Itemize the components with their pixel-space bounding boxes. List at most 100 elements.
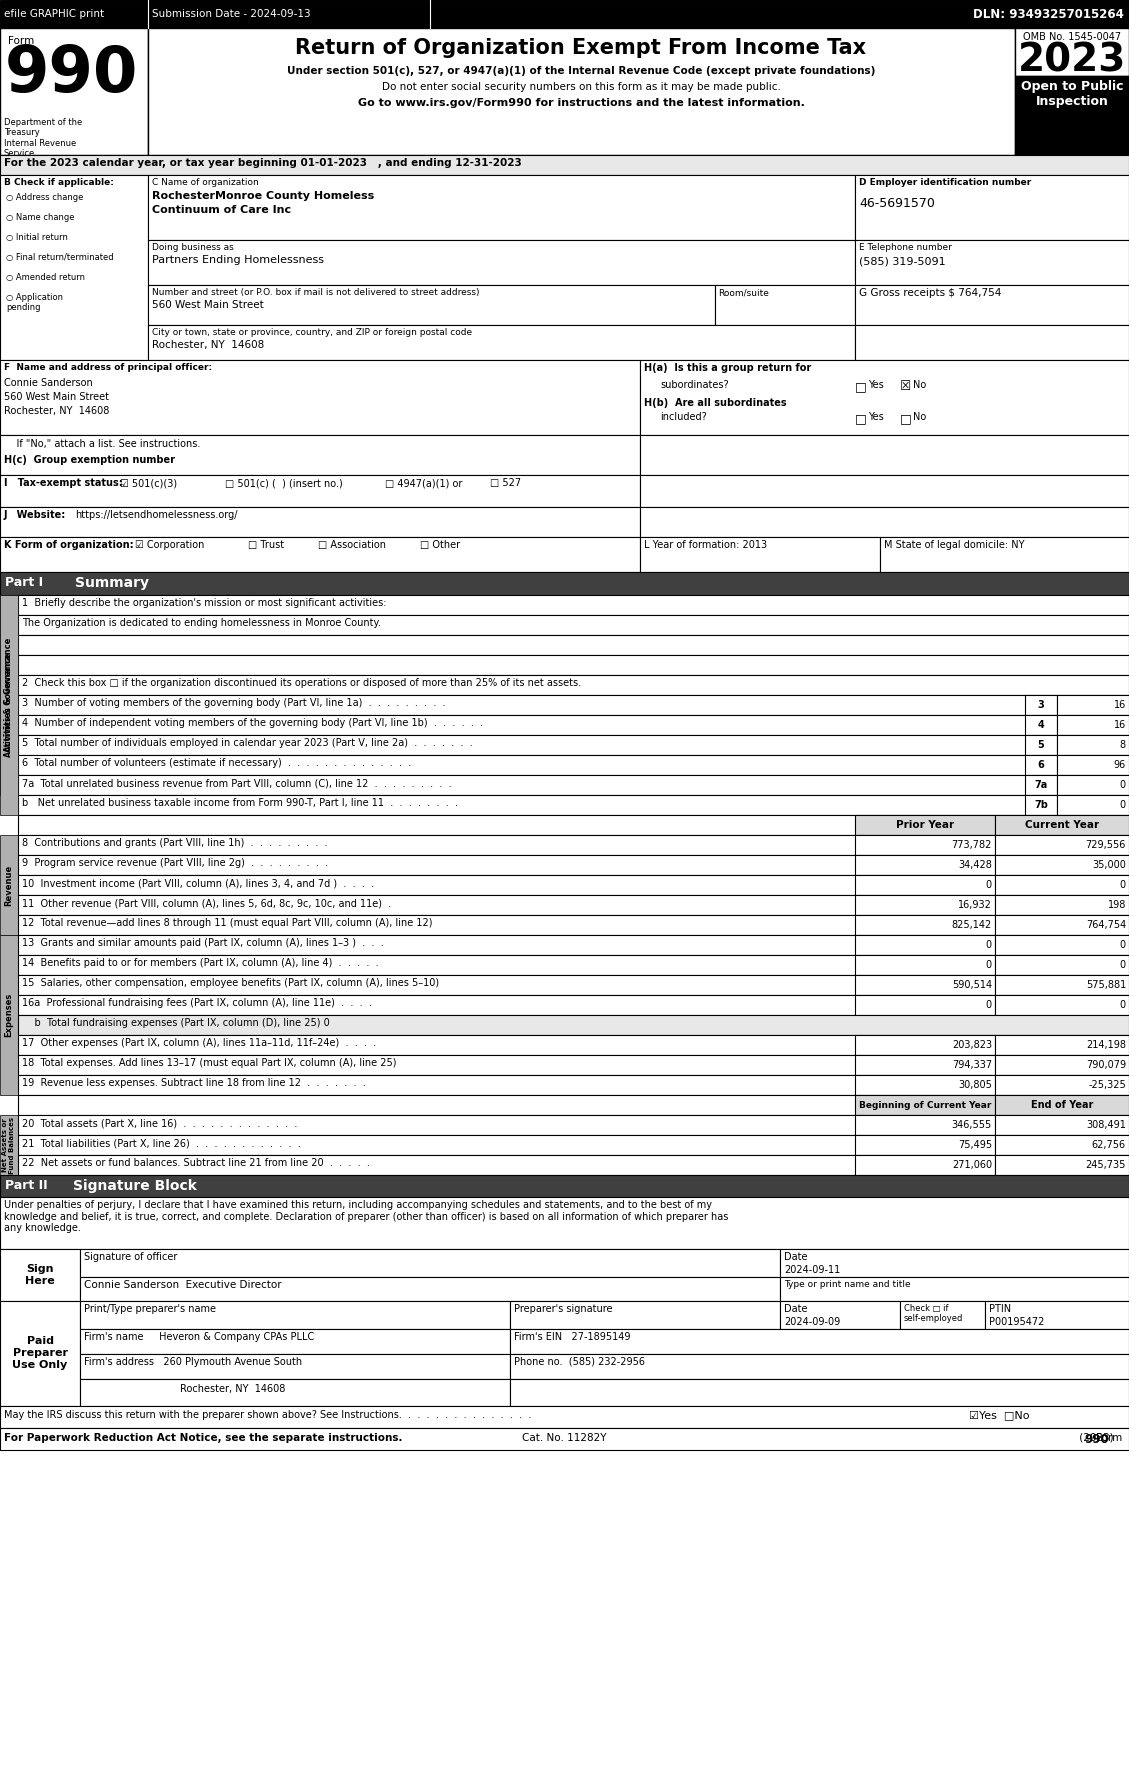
Text: 560 West Main Street: 560 West Main Street bbox=[152, 300, 264, 311]
Text: Current Year: Current Year bbox=[1025, 819, 1099, 830]
Text: Beginning of Current Year: Beginning of Current Year bbox=[859, 1100, 991, 1109]
Text: 96: 96 bbox=[1113, 759, 1126, 770]
Bar bbox=[0, 434, 640, 475]
Text: OMB No. 1545-0047: OMB No. 1545-0047 bbox=[1023, 32, 1121, 42]
Bar bbox=[855, 994, 995, 1015]
Text: Do not enter social security numbers on this form as it may be made public.: Do not enter social security numbers on … bbox=[382, 81, 780, 92]
Bar bbox=[995, 895, 1129, 915]
Text: Form: Form bbox=[1095, 1432, 1124, 1443]
Text: Submission Date - 2024-09-13: Submission Date - 2024-09-13 bbox=[152, 9, 310, 19]
Bar bbox=[855, 874, 995, 895]
Bar bbox=[148, 175, 855, 240]
Bar bbox=[18, 1054, 1129, 1075]
Bar bbox=[855, 1075, 995, 1095]
Text: Partners Ending Homelessness: Partners Ending Homelessness bbox=[152, 254, 324, 265]
Bar bbox=[855, 1114, 995, 1136]
Bar bbox=[18, 675, 1129, 696]
Text: Form: Form bbox=[8, 35, 34, 46]
Bar bbox=[855, 1136, 995, 1155]
Bar bbox=[18, 1075, 1129, 1095]
Text: 7a  Total unrelated business revenue from Part VIII, column (C), line 12  .  .  : 7a Total unrelated business revenue from… bbox=[21, 779, 452, 788]
Bar bbox=[855, 284, 1129, 325]
Text: End of Year: End of Year bbox=[1031, 1100, 1093, 1111]
Bar bbox=[780, 1302, 900, 1330]
Text: 13  Grants and similar amounts paid (Part IX, column (A), lines 1–3 )  .  .  .: 13 Grants and similar amounts paid (Part… bbox=[21, 938, 384, 948]
Bar bbox=[80, 1355, 510, 1379]
Text: ○ Name change: ○ Name change bbox=[6, 214, 75, 223]
Bar bbox=[640, 537, 879, 572]
Text: ☑Yes  □No: ☑Yes □No bbox=[969, 1409, 1030, 1420]
Text: 62,756: 62,756 bbox=[1092, 1141, 1126, 1150]
Text: Signature of officer: Signature of officer bbox=[84, 1252, 177, 1263]
Text: H(c)  Group exemption number: H(c) Group exemption number bbox=[5, 456, 175, 464]
Bar bbox=[855, 175, 1129, 240]
Bar bbox=[18, 915, 1129, 934]
Bar bbox=[1025, 795, 1057, 814]
Text: Net Assets or
Fund Balances: Net Assets or Fund Balances bbox=[2, 1116, 16, 1174]
Bar bbox=[1057, 756, 1129, 775]
Bar bbox=[0, 155, 1129, 175]
Bar bbox=[18, 874, 1129, 895]
Bar bbox=[855, 915, 995, 934]
Text: (2023): (2023) bbox=[1076, 1432, 1114, 1443]
Text: 16: 16 bbox=[1113, 721, 1126, 729]
Bar bbox=[995, 975, 1129, 994]
Bar bbox=[995, 855, 1129, 874]
Text: 271,060: 271,060 bbox=[952, 1160, 992, 1171]
Bar bbox=[0, 595, 18, 814]
Bar bbox=[18, 1095, 1129, 1114]
Bar bbox=[0, 507, 640, 537]
Text: PTIN: PTIN bbox=[989, 1303, 1012, 1314]
Bar bbox=[995, 1095, 1129, 1114]
Bar bbox=[0, 28, 148, 155]
Text: Firm's name     Heveron & Company CPAs PLLC: Firm's name Heveron & Company CPAs PLLC bbox=[84, 1332, 314, 1342]
Bar bbox=[1057, 775, 1129, 795]
Bar bbox=[855, 325, 1129, 360]
Bar bbox=[510, 1355, 1129, 1379]
Bar bbox=[855, 814, 995, 835]
Bar bbox=[855, 1155, 995, 1174]
Text: 30,805: 30,805 bbox=[959, 1081, 992, 1090]
Text: Activities & Governance: Activities & Governance bbox=[5, 653, 14, 758]
Bar bbox=[148, 284, 715, 325]
Text: Yes: Yes bbox=[868, 380, 884, 390]
Text: 2024-09-09: 2024-09-09 bbox=[784, 1317, 840, 1326]
Text: 590,514: 590,514 bbox=[952, 980, 992, 991]
Bar bbox=[1025, 775, 1057, 795]
Bar bbox=[148, 325, 855, 360]
Text: 2  Check this box □ if the organization discontinued its operations or disposed : 2 Check this box □ if the organization d… bbox=[21, 678, 581, 689]
Text: ○ Application
pending: ○ Application pending bbox=[6, 293, 63, 313]
Bar bbox=[855, 1095, 995, 1114]
Bar bbox=[995, 915, 1129, 934]
Bar bbox=[18, 1136, 1129, 1155]
Text: 214,198: 214,198 bbox=[1086, 1040, 1126, 1051]
Text: Date: Date bbox=[784, 1252, 807, 1263]
Text: Phone no.  (585) 232-2956: Phone no. (585) 232-2956 bbox=[514, 1356, 645, 1367]
Text: Open to Public
Inspection: Open to Public Inspection bbox=[1021, 79, 1123, 108]
Text: Doing business as: Doing business as bbox=[152, 244, 234, 253]
Text: 7a: 7a bbox=[1034, 781, 1048, 789]
Text: Part I: Part I bbox=[5, 576, 43, 590]
Bar bbox=[0, 835, 18, 934]
Text: □ Other: □ Other bbox=[420, 540, 461, 549]
Text: Rochester, NY  14608: Rochester, NY 14608 bbox=[152, 341, 264, 350]
Bar bbox=[0, 1249, 80, 1302]
Text: Continuum of Care Inc: Continuum of Care Inc bbox=[152, 205, 291, 215]
Text: Connie Sanderson: Connie Sanderson bbox=[5, 378, 93, 389]
Text: 560 West Main Street: 560 West Main Street bbox=[5, 392, 110, 403]
Bar bbox=[18, 934, 1129, 955]
Text: Preparer's signature: Preparer's signature bbox=[514, 1303, 613, 1314]
Bar bbox=[18, 855, 1129, 874]
Text: Paid
Preparer
Use Only: Paid Preparer Use Only bbox=[12, 1337, 68, 1370]
Text: 825,142: 825,142 bbox=[952, 920, 992, 931]
Bar bbox=[18, 775, 1129, 795]
Text: 14  Benefits paid to or for members (Part IX, column (A), line 4)  .  .  .  .  .: 14 Benefits paid to or for members (Part… bbox=[21, 957, 378, 968]
Bar bbox=[1025, 696, 1057, 715]
Bar bbox=[0, 475, 640, 507]
Bar bbox=[0, 572, 1129, 595]
Text: 19  Revenue less expenses. Subtract line 18 from line 12  .  .  .  .  .  .  .: 19 Revenue less expenses. Subtract line … bbox=[21, 1077, 366, 1088]
Text: Activities & Governance: Activities & Governance bbox=[5, 638, 14, 752]
Text: ○ Initial return: ○ Initial return bbox=[6, 233, 68, 242]
Bar bbox=[780, 1249, 1129, 1277]
Text: For the 2023 calendar year, or tax year beginning 01-01-2023   , and ending 12-3: For the 2023 calendar year, or tax year … bbox=[5, 157, 522, 168]
